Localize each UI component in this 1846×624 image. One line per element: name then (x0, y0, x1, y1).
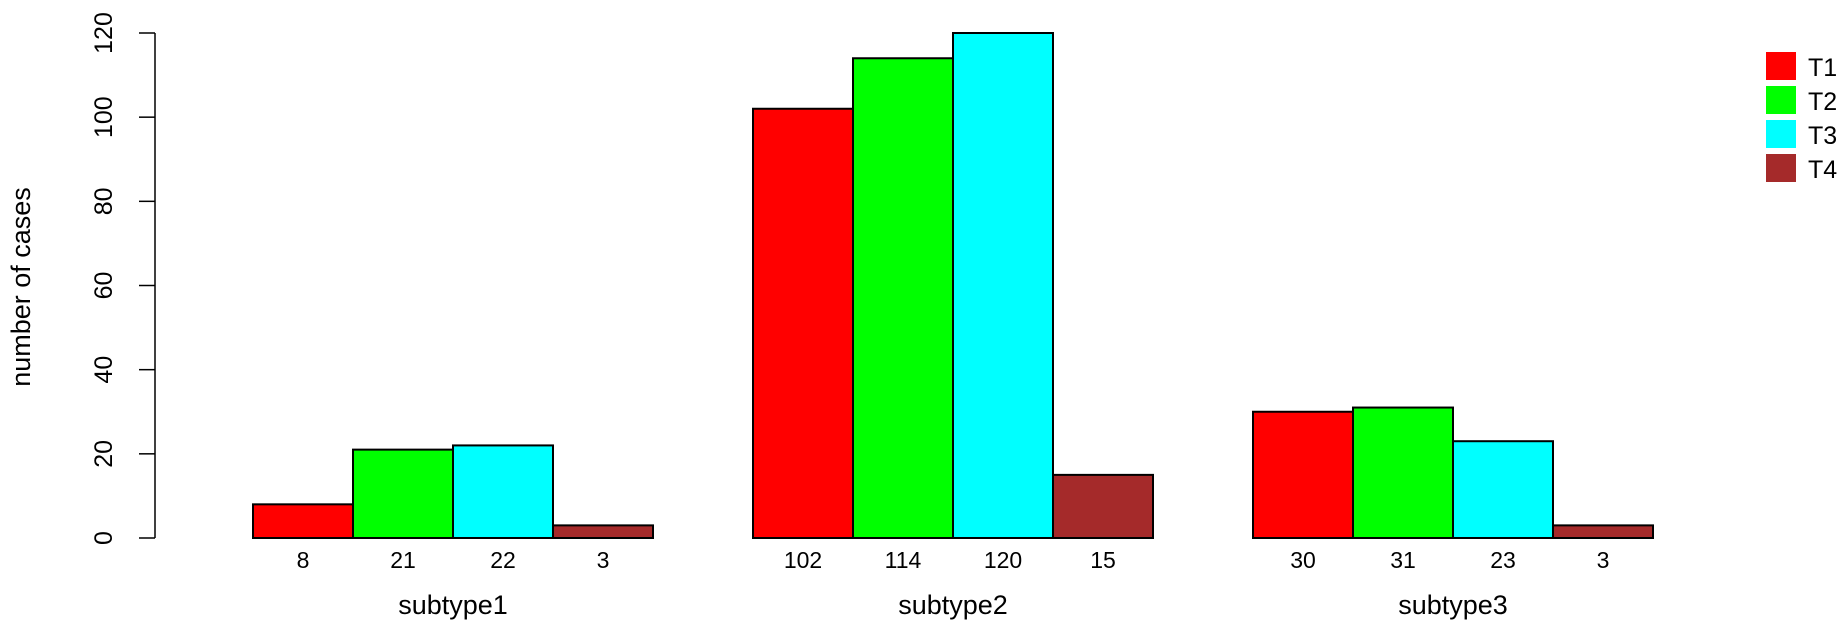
bar-t1-subtype2 (752, 107, 854, 539)
legend-swatch-t4 (1766, 154, 1796, 182)
category-label-subtype3: subtype3 (1398, 590, 1508, 620)
y-axis: 0 20 40 60 80 100 120 (90, 12, 156, 545)
legend-swatch-t3 (1766, 120, 1796, 148)
bar-value-label: 3 (1597, 547, 1610, 573)
bar-value-label: 31 (1390, 547, 1416, 573)
bar-t4-subtype2 (1052, 473, 1154, 539)
bar-t2-subtype3 (1352, 406, 1454, 539)
bar-value-label: 30 (1290, 547, 1316, 573)
bar-value-label: 3 (597, 547, 610, 573)
bar-value-label: 8 (297, 547, 310, 573)
bar-value-label: 114 (885, 547, 922, 573)
legend-swatch-t1 (1766, 52, 1796, 80)
bar-value-label: 22 (490, 547, 516, 573)
bar-t2-subtype2 (852, 57, 954, 539)
y-tick-label: 40 (90, 356, 118, 384)
category-label-subtype2: subtype2 (898, 590, 1008, 620)
bar-value-label: 120 (984, 547, 1022, 573)
legend: T1 T2 T3 T4 (1766, 52, 1837, 184)
legend-label-t4: T4 (1808, 156, 1837, 184)
legend-label-t2: T2 (1808, 88, 1837, 116)
y-tick-label: 20 (90, 440, 118, 468)
bar-t3-subtype1 (452, 444, 554, 539)
bar-t1-subtype1 (252, 503, 354, 540)
bar-t3-subtype3 (1452, 440, 1554, 540)
legend-swatch-t2 (1766, 86, 1796, 114)
y-tick-label: 60 (90, 272, 118, 300)
y-tick-label: 100 (90, 96, 118, 138)
bar-value-label: 102 (784, 547, 822, 573)
category-label-subtype1: subtype1 (398, 590, 508, 620)
bar-t3-subtype2 (952, 32, 1054, 539)
category-labels: subtype1 subtype2 subtype3 (398, 590, 1508, 620)
bar-t4-subtype3 (1552, 524, 1654, 539)
bar-t1-subtype3 (1252, 410, 1354, 539)
bar-t4-subtype1 (552, 524, 654, 539)
bar-value-label: 15 (1090, 547, 1116, 573)
y-tick-label: 0 (90, 531, 118, 545)
bars (252, 32, 1654, 540)
legend-label-t1: T1 (1808, 54, 1837, 82)
bar-t2-subtype1 (352, 448, 454, 539)
y-axis-label: number of cases (6, 187, 36, 387)
legend-label-t3: T3 (1808, 122, 1837, 150)
y-tick-label: 80 (90, 187, 118, 215)
bar-value-labels: 8 21 22 3 102 114 120 15 30 31 23 3 (297, 547, 1610, 573)
bar-value-label: 21 (390, 547, 416, 573)
bar-value-label: 23 (1490, 547, 1516, 573)
y-tick-label: 120 (90, 12, 118, 54)
